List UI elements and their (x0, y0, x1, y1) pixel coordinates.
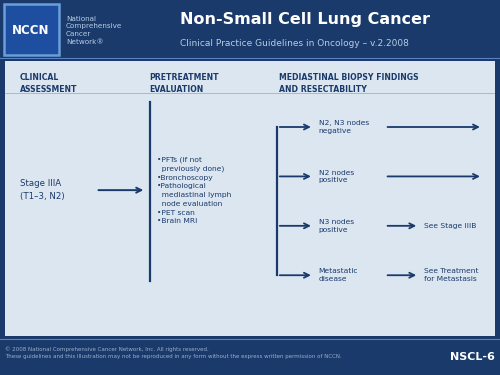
Text: N3 nodes
positive: N3 nodes positive (318, 219, 354, 232)
Text: Clinical Practice Guidelines in Oncology – v.2.2008: Clinical Practice Guidelines in Oncology… (180, 39, 409, 48)
Text: PRETREATMENT
EVALUATION: PRETREATMENT EVALUATION (150, 74, 219, 94)
Text: •PFTs (if not
  previously done)
•Bronchoscopy
•Pathological
  mediastinal lymph: •PFTs (if not previously done) •Bronchos… (157, 156, 232, 224)
Text: © 2008 National Comprehensive Cancer Network, Inc. All rights reserved.
These gu: © 2008 National Comprehensive Cancer Net… (5, 346, 342, 359)
Text: See Stage IIIB: See Stage IIIB (424, 223, 476, 229)
Text: Stage IIIA
(T1–3, N2): Stage IIIA (T1–3, N2) (20, 179, 64, 201)
Bar (4, 4, 59, 55)
Text: NCCN: NCCN (12, 24, 50, 37)
Text: National
Comprehensive
Cancer
Network®: National Comprehensive Cancer Network® (66, 15, 122, 45)
Text: Non-Small Cell Lung Cancer: Non-Small Cell Lung Cancer (180, 12, 430, 27)
Text: N2, N3 nodes
negative: N2, N3 nodes negative (318, 120, 369, 134)
Text: MEDIASTINAL BIOPSY FINDINGS
AND RESECTABILITY: MEDIASTINAL BIOPSY FINDINGS AND RESECTAB… (280, 74, 419, 94)
Text: NSCL-6: NSCL-6 (450, 352, 495, 362)
Text: Metastatic
disease: Metastatic disease (318, 268, 358, 282)
Text: See Treatment
for Metastasis: See Treatment for Metastasis (424, 268, 478, 282)
Text: N2 nodes
positive: N2 nodes positive (318, 170, 354, 183)
Text: CLINICAL
ASSESSMENT: CLINICAL ASSESSMENT (20, 74, 77, 94)
